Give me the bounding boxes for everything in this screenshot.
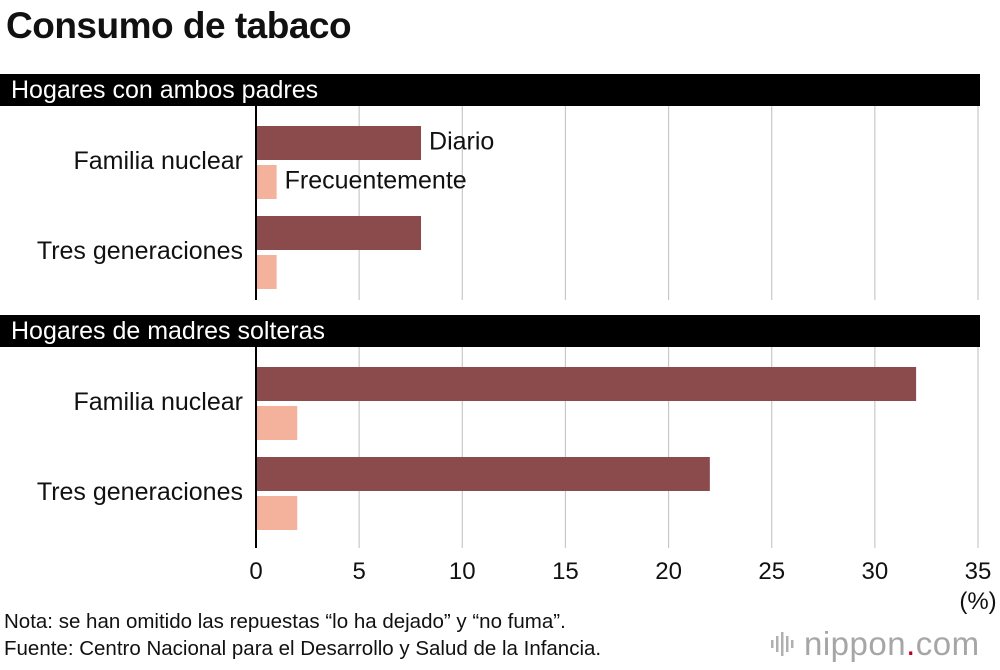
bar-diario [256, 126, 422, 160]
x-tick-label: 30 [862, 558, 889, 585]
x-tick-label: 25 [758, 558, 785, 585]
chart-source: Fuente: Centro Nacional para el Desarrol… [4, 637, 602, 660]
bar-frecuentemente [256, 255, 277, 289]
bar-frecuentemente [256, 165, 277, 199]
bar-chart: Familia nuclear Tres generaciones Familia … [37, 106, 997, 615]
bar-frecuentemente [256, 406, 298, 440]
bar-diario [256, 216, 422, 250]
bar-diario [256, 457, 710, 491]
bar-diario [256, 367, 917, 401]
x-tick-label: 10 [449, 558, 476, 585]
nippon-logo: nippon.com [770, 624, 980, 664]
logo-wordmark: nippon.com [804, 625, 980, 662]
category-label: Tres generaciones [37, 237, 243, 265]
category-label: Familia nuclear [73, 147, 243, 175]
legend-label: Diario [429, 128, 494, 156]
legend-label: Frecuentemente [285, 167, 467, 195]
x-tick-label: 15 [552, 558, 579, 585]
group-header-label: Hogares con ambos padres [11, 76, 319, 104]
group-header-label: Hogares de madres solteras [11, 317, 326, 345]
group-header-ambos-padres: Hogares con ambos padres [0, 74, 980, 106]
x-tick-label: 20 [655, 558, 682, 585]
x-tick-label: 0 [249, 558, 262, 585]
category-label: Familia nuclear [73, 388, 243, 416]
chart-note: Nota: se han omitido las repuestas “lo h… [4, 610, 566, 633]
group-header-madres-solteras: Hogares de madres solteras [0, 315, 980, 347]
bar-frecuentemente [256, 496, 298, 530]
x-tick-label: 35 [965, 558, 992, 585]
x-unit-label: (%) [959, 588, 996, 615]
chart-title: Consumo de tabaco [6, 5, 352, 46]
category-label: Tres generaciones [37, 478, 243, 506]
sound-bars-icon [771, 632, 794, 656]
x-tick-label: 5 [352, 558, 365, 585]
